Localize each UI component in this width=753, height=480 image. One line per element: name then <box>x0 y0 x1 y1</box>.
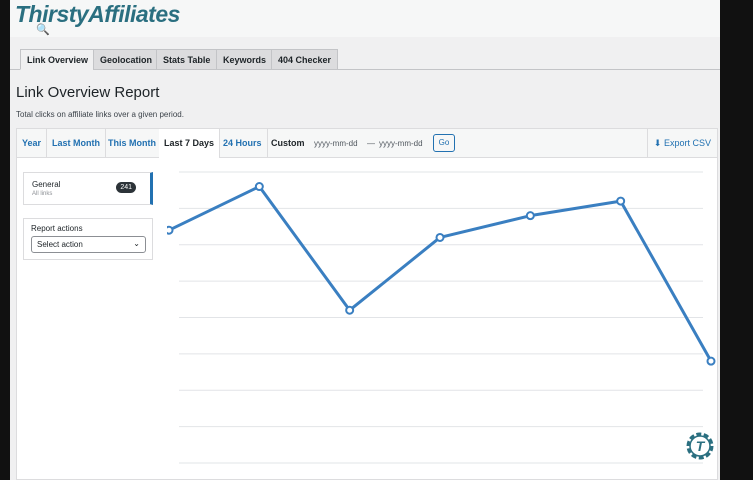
page-subtitle: Total clicks on affiliate links over a g… <box>16 110 184 119</box>
data-point[interactable] <box>167 225 174 235</box>
data-point[interactable] <box>706 356 716 366</box>
range-last-month[interactable]: Last Month <box>47 129 106 158</box>
tab-stats-table[interactable]: Stats Table <box>156 49 218 70</box>
data-point[interactable] <box>616 196 626 206</box>
general-link-item[interactable]: General All links 241 <box>23 172 153 205</box>
header: ThirstyAffiliates 🔍 <box>10 0 720 37</box>
line-chart <box>167 171 716 464</box>
start-date-input[interactable]: yyyy-mm-dd <box>314 139 358 148</box>
thirsty-affiliates-badge-icon: T <box>686 432 714 460</box>
range-24-hours[interactable]: 24 Hours <box>218 129 268 158</box>
report-actions-label: Report actions <box>31 224 83 233</box>
tab-geolocation[interactable]: Geolocation <box>93 49 160 70</box>
export-csv-button[interactable]: ⬇ Export CSV <box>646 129 717 158</box>
data-point[interactable] <box>525 211 535 221</box>
data-point[interactable] <box>254 182 264 192</box>
end-date-input[interactable]: yyyy-mm-dd <box>379 139 423 148</box>
general-title: General <box>32 180 61 189</box>
zoom-cursor-icon: 🔍 <box>36 24 50 36</box>
report-actions-box: Report actions Select action ⌄ <box>23 218 153 260</box>
data-point[interactable] <box>345 305 355 315</box>
range-this-month[interactable]: This Month <box>103 129 162 158</box>
range-bar: Year Last Month This Month Last 7 Days 2… <box>16 128 718 158</box>
tab-bar: Link Overview Geolocation Stats Table Ke… <box>10 48 720 70</box>
select-action-dropdown[interactable]: Select action ⌄ <box>31 236 146 253</box>
page: ThirstyAffiliates 🔍 Link Overview Geoloc… <box>10 0 720 480</box>
chevron-down-icon: ⌄ <box>133 239 140 248</box>
tab-404-checker[interactable]: 404 Checker <box>271 49 339 70</box>
page-title: Link Overview Report <box>16 84 160 101</box>
count-badge: 241 <box>116 182 136 193</box>
tab-link-overview[interactable]: Link Overview <box>20 49 96 70</box>
range-custom[interactable]: Custom <box>271 138 305 148</box>
tab-keywords[interactable]: Keywords <box>216 49 274 70</box>
range-last-7-days[interactable]: Last 7 Days <box>159 129 221 158</box>
logo: ThirstyAffiliates <box>15 1 180 27</box>
svg-text:T: T <box>696 438 706 454</box>
go-button[interactable]: Go <box>433 134 455 152</box>
series-line <box>168 185 713 362</box>
general-subtitle: All links <box>32 191 53 197</box>
select-action-value: Select action <box>37 240 83 249</box>
date-separator: — <box>367 139 375 148</box>
export-csv-label: Export CSV <box>663 138 711 148</box>
download-icon: ⬇ <box>653 138 662 148</box>
data-point[interactable] <box>435 232 445 242</box>
range-year[interactable]: Year <box>17 129 48 158</box>
report-panel: General All links 241 Report actions Sel… <box>16 158 718 480</box>
